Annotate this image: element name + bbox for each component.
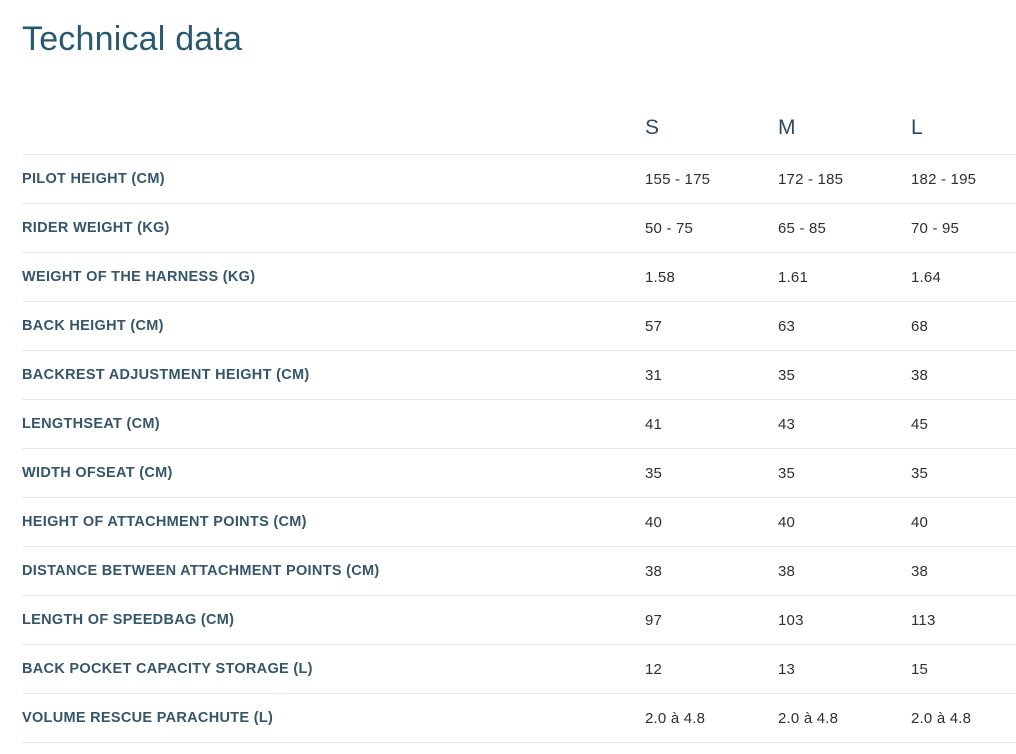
row-label: DISTANCE BETWEEN ATTACHMENT POINTS (CM) (22, 563, 380, 579)
cell-value: 155 - 175 (645, 170, 711, 188)
row-label: PILOT HEIGHT (CM) (22, 171, 165, 187)
table-row: LENGTH OF SPEEDBAG (CM) 97 103 113 (22, 595, 1016, 644)
row-label: BACK HEIGHT (CM) (22, 318, 164, 334)
cell-value: 2.0 à 4.8 (911, 709, 972, 727)
cell-value: 40 (645, 513, 663, 531)
table-row: VOLUME RESCUE PARACHUTE (L) 2.0 à 4.8 2.… (22, 693, 1016, 743)
cell-value: 50 - 75 (645, 219, 694, 237)
table-row: BACK POCKET CAPACITY STORAGE (L) 12 13 1… (22, 644, 1016, 693)
cell-value: 38 (911, 562, 929, 580)
table-row: RIDER WEIGHT (KG) 50 - 75 65 - 85 70 - 9… (22, 203, 1016, 252)
table-row: BACK HEIGHT (CM) 57 63 68 (22, 301, 1016, 350)
size-column-header-l: L (911, 116, 923, 139)
row-label: WIDTH OFSEAT (CM) (22, 465, 173, 481)
row-label: WEIGHT OF THE HARNESS (KG) (22, 269, 256, 285)
cell-value: 1.58 (645, 268, 675, 286)
table-row: LENGTHSEAT (CM) 41 43 45 (22, 399, 1016, 448)
table-row: WIDTH OFSEAT (CM) 35 35 35 (22, 448, 1016, 497)
cell-value: 43 (778, 415, 796, 433)
row-label: LENGTHSEAT (CM) (22, 416, 160, 432)
cell-value: 12 (645, 660, 663, 678)
cell-value: 182 - 195 (911, 170, 977, 188)
row-label: BACK POCKET CAPACITY STORAGE (L) (22, 661, 313, 677)
size-column-header-m: M (778, 116, 796, 139)
cell-value: 38 (645, 562, 663, 580)
cell-value: 65 - 85 (778, 219, 827, 237)
table-row: DISTANCE BETWEEN ATTACHMENT POINTS (CM) … (22, 546, 1016, 595)
table-row: HEIGHT OF ATTACHMENT POINTS (CM) 40 40 4… (22, 497, 1016, 546)
cell-value: 35 (911, 464, 929, 482)
cell-value: 35 (645, 464, 663, 482)
size-header-row: S M L (22, 102, 1016, 154)
spec-table-body: PILOT HEIGHT (CM) 155 - 175 172 - 185 18… (22, 154, 1016, 743)
cell-value: 2.0 à 4.8 (645, 709, 706, 727)
size-column-header-s: S (645, 116, 660, 139)
cell-value: 172 - 185 (778, 170, 844, 188)
technical-data-section: Technical data S M L PILOT HEIGHT (CM) 1… (22, 0, 1016, 743)
cell-value: 45 (911, 415, 929, 433)
cell-value: 41 (645, 415, 663, 433)
page-title: Technical data (22, 20, 243, 58)
row-label: BACKREST ADJUSTMENT HEIGHT (CM) (22, 367, 310, 383)
cell-value: 97 (645, 611, 663, 629)
cell-value: 70 - 95 (911, 219, 960, 237)
table-row: PILOT HEIGHT (CM) 155 - 175 172 - 185 18… (22, 154, 1016, 203)
spec-table: S M L PILOT HEIGHT (CM) 155 - 175 172 - … (22, 102, 1016, 743)
row-label: VOLUME RESCUE PARACHUTE (L) (22, 710, 274, 726)
cell-value: 113 (911, 611, 936, 629)
cell-value: 38 (911, 366, 929, 384)
cell-value: 13 (778, 660, 796, 678)
cell-value: 40 (911, 513, 929, 531)
cell-value: 31 (645, 366, 663, 384)
cell-value: 38 (778, 562, 796, 580)
row-label: RIDER WEIGHT (KG) (22, 220, 170, 236)
cell-value: 35 (778, 366, 796, 384)
row-label: HEIGHT OF ATTACHMENT POINTS (CM) (22, 514, 307, 530)
cell-value: 40 (778, 513, 796, 531)
cell-value: 63 (778, 317, 796, 335)
table-row: WEIGHT OF THE HARNESS (KG) 1.58 1.61 1.6… (22, 252, 1016, 301)
cell-value: 68 (911, 317, 929, 335)
row-label: LENGTH OF SPEEDBAG (CM) (22, 612, 235, 628)
cell-value: 57 (645, 317, 663, 335)
cell-value: 2.0 à 4.8 (778, 709, 839, 727)
cell-value: 15 (911, 660, 929, 678)
cell-value: 103 (778, 611, 804, 629)
table-row: BACKREST ADJUSTMENT HEIGHT (CM) 31 35 38 (22, 350, 1016, 399)
cell-value: 1.64 (911, 268, 941, 286)
cell-value: 1.61 (778, 268, 808, 286)
cell-value: 35 (778, 464, 796, 482)
